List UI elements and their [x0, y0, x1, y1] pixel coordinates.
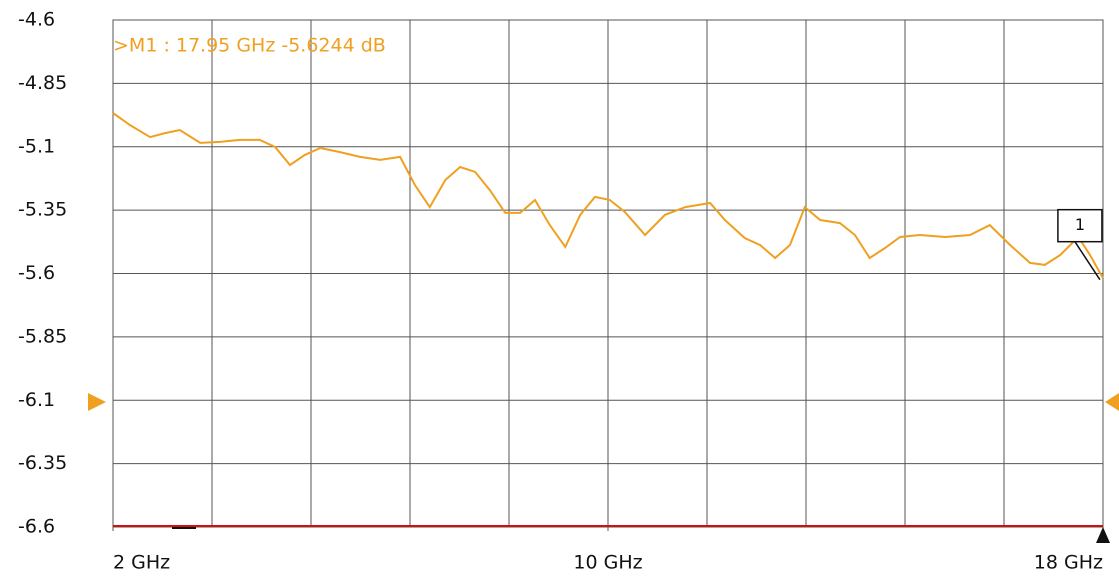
marker-label: 1 — [1075, 215, 1085, 234]
marker-box — [1057, 208, 1103, 243]
y-tick-label: -5.85 — [18, 325, 67, 347]
y-tick-label: -6.1 — [18, 389, 55, 411]
y-tick-label: -5.35 — [18, 199, 67, 221]
y-tick-label: -5.1 — [18, 135, 55, 157]
y-tick-label: -5.6 — [18, 262, 55, 284]
marker-readout: >M1 : 17.95 GHz -5.6244 dB — [113, 35, 386, 57]
reference-arrow-left — [88, 393, 106, 411]
stimulus-marker — [1096, 527, 1110, 543]
x-tick-label: 10 GHz — [573, 552, 642, 574]
marker-leader — [1074, 241, 1101, 281]
reference-arrow-right — [1105, 393, 1119, 411]
trace — [112, 112, 1104, 279]
y-tick-label: -6.6 — [18, 516, 55, 538]
y-tick-label: -4.85 — [18, 72, 67, 94]
x-tick-label: 2 GHz — [113, 552, 170, 574]
y-tick-label: -4.6 — [18, 9, 55, 31]
x-tick-label: 18 GHz — [1034, 552, 1103, 574]
y-tick-label: -6.35 — [18, 452, 67, 474]
